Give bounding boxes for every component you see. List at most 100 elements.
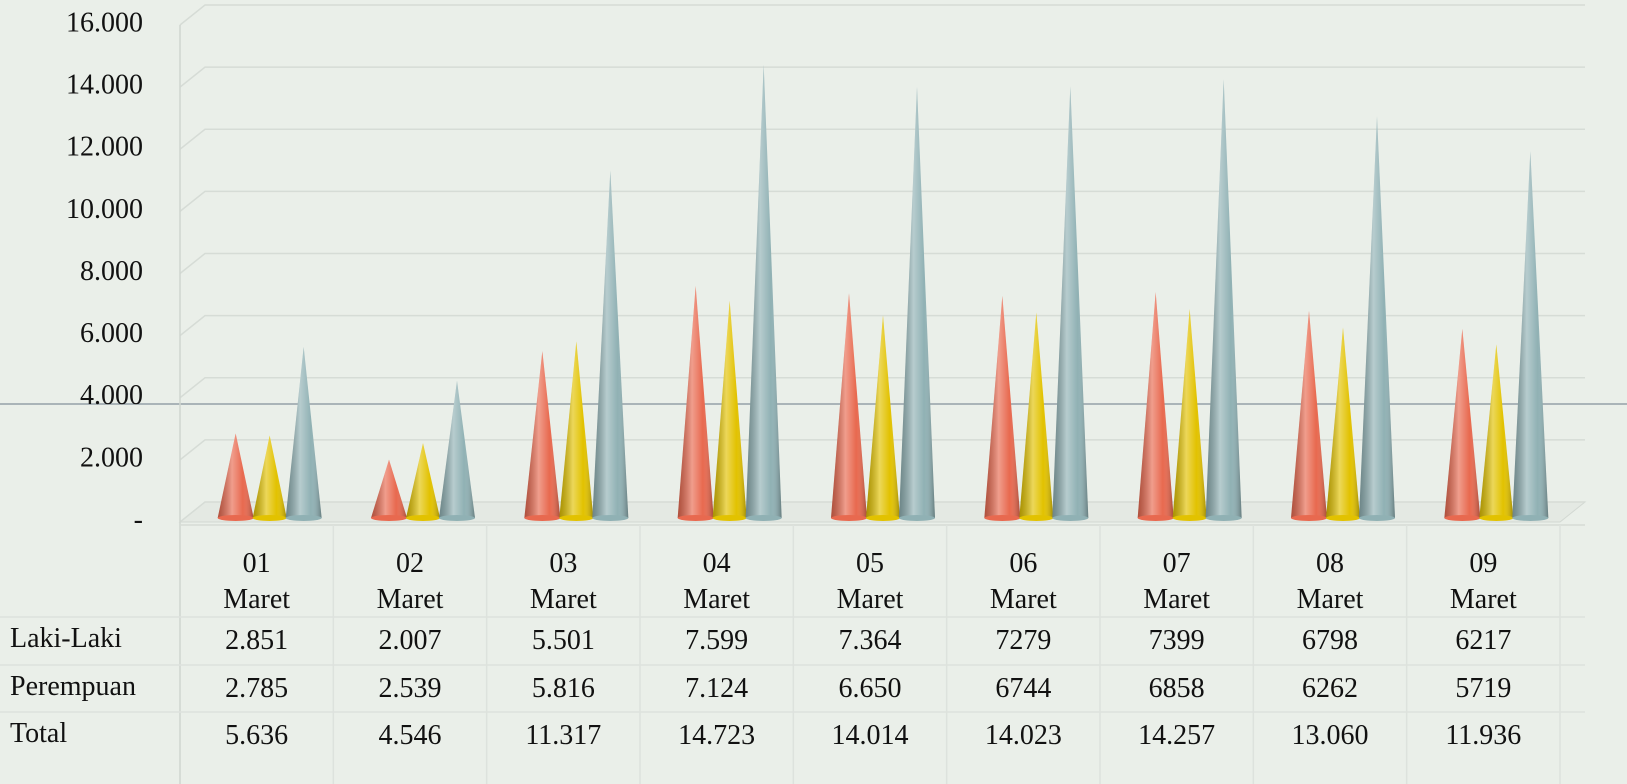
cone-base (592, 515, 629, 521)
value-label: 7.364 (838, 625, 902, 656)
value-label: 2.851 (225, 625, 289, 656)
grid-line (179, 501, 1585, 523)
y-tick-label: 4.000 (80, 380, 143, 411)
cone-base (1019, 515, 1054, 521)
cone-base (831, 515, 867, 521)
value-label: 14.014 (831, 720, 909, 751)
value-label: 5.501 (531, 625, 595, 656)
cone-base (866, 515, 900, 521)
cone-base (1326, 515, 1360, 521)
value-label: 14.023 (984, 720, 1062, 751)
value-label: 2.785 (225, 673, 289, 704)
cone-shade (1205, 79, 1242, 518)
cone-base (1205, 515, 1242, 521)
cone-base (984, 515, 1021, 521)
y-tick-label: 16.000 (66, 7, 143, 38)
cone-base (524, 515, 561, 521)
value-label: 7279 (995, 625, 1052, 656)
grid-line (179, 252, 1585, 275)
cone-base (439, 515, 475, 521)
cone-base (1359, 515, 1395, 521)
cone-shade (899, 86, 935, 518)
value-label: 2.539 (378, 673, 442, 704)
grid-line (179, 4, 1585, 26)
cone-shade (1479, 344, 1514, 518)
cone-shade (285, 346, 322, 518)
x-tick-label: 01 Maret (223, 548, 291, 615)
value-label: 5.816 (531, 673, 595, 704)
cone-shade (559, 341, 594, 518)
cone-shade (1172, 308, 1207, 518)
cone-base (1137, 515, 1174, 521)
grid-line (179, 66, 1585, 88)
value-label: 6798 (1301, 625, 1358, 656)
cone-base (1479, 515, 1514, 521)
value-label: 6744 (995, 673, 1052, 704)
cone-base (745, 515, 782, 521)
grid-line (179, 439, 1585, 461)
cone-shade (406, 443, 440, 518)
value-label: 14.723 (678, 720, 756, 751)
cone-shade (1291, 310, 1327, 518)
cone-base (371, 515, 407, 521)
cone-shade (866, 315, 900, 518)
legend-label: Total (10, 718, 68, 749)
value-label: 5719 (1455, 673, 1512, 704)
cone-base (1512, 515, 1549, 521)
y-tick-label: 12.000 (66, 132, 143, 163)
cone-base (712, 515, 747, 521)
value-label: 5.636 (225, 720, 289, 751)
cone-base (1052, 515, 1089, 521)
legend-label: Perempuan (10, 671, 136, 702)
cone-base (1444, 515, 1481, 521)
cone-shade (712, 300, 747, 518)
y-tick-label: 2.000 (80, 442, 143, 473)
cone-base (559, 515, 594, 521)
cone-base (406, 515, 440, 521)
x-tick-label: 08 Maret (1296, 548, 1364, 615)
value-label: 6.650 (838, 673, 902, 704)
x-tick-label: 05 Maret (836, 548, 904, 615)
value-label: 13.060 (1291, 720, 1369, 751)
cone-base (1172, 515, 1207, 521)
legend-label: Laki-Laki (10, 623, 122, 654)
cone-shade (1052, 86, 1089, 519)
value-label: 6217 (1455, 625, 1512, 656)
cone-base (1291, 515, 1327, 521)
cone-shade (1444, 328, 1481, 518)
value-label: 11.317 (525, 720, 602, 751)
x-tick-label: 09 Maret (1449, 548, 1517, 615)
value-label: 4.546 (378, 720, 442, 751)
cone-shade (745, 64, 782, 518)
cone-base (677, 515, 714, 521)
x-tick-label: 06 Maret (989, 548, 1057, 615)
cone-base (899, 515, 935, 521)
y-tick-label: 14.000 (66, 70, 143, 101)
x-tick-label: 02 Maret (376, 548, 444, 615)
cone-shade (1512, 151, 1549, 518)
value-label: 6858 (1148, 673, 1205, 704)
value-label: 14.257 (1138, 720, 1216, 751)
cone-shade (592, 170, 629, 518)
cone-shade (1359, 116, 1395, 518)
value-label: 11.936 (1445, 720, 1522, 751)
value-label: 2.007 (378, 625, 442, 656)
y-tick-label: - (134, 504, 143, 535)
y-tick-label: 6.000 (80, 318, 143, 349)
value-label: 6262 (1301, 673, 1358, 704)
cone-shade (371, 459, 407, 518)
cone-base (217, 515, 254, 521)
y-tick-label: 8.000 (80, 256, 143, 287)
cone-shade (831, 293, 867, 518)
cone-shade (677, 285, 714, 518)
cone-shade (1137, 292, 1174, 518)
cone-base (285, 515, 322, 521)
value-label: 7.599 (685, 625, 749, 656)
grid-line (179, 314, 1585, 337)
cone-shade (1019, 312, 1054, 518)
grid-line (179, 377, 1585, 399)
grid-line (179, 190, 1585, 212)
cone-shade (217, 433, 254, 518)
value-label: 7399 (1148, 625, 1205, 656)
